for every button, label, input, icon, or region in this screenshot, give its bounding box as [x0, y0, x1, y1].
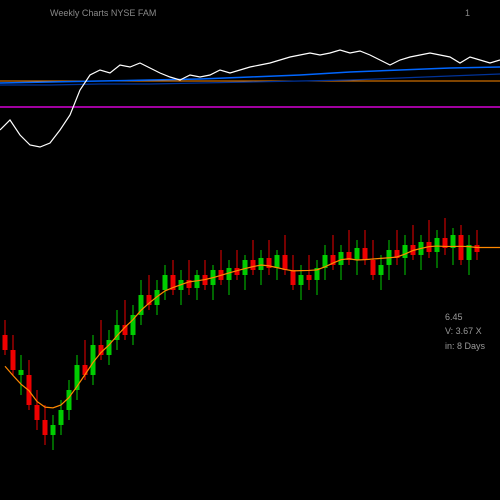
candlestick-chart [0, 180, 500, 460]
stat-days: in: 8 Days [445, 339, 485, 353]
chart-title: Weekly Charts NYSE FAM [50, 8, 156, 18]
indicator-chart [0, 35, 500, 155]
chart-page: 1 [465, 8, 470, 18]
stat-price: 6.45 [445, 310, 485, 324]
price-stats: 6.45 V: 3.67 X in: 8 Days [445, 310, 485, 353]
stat-volume: V: 3.67 X [445, 324, 485, 338]
